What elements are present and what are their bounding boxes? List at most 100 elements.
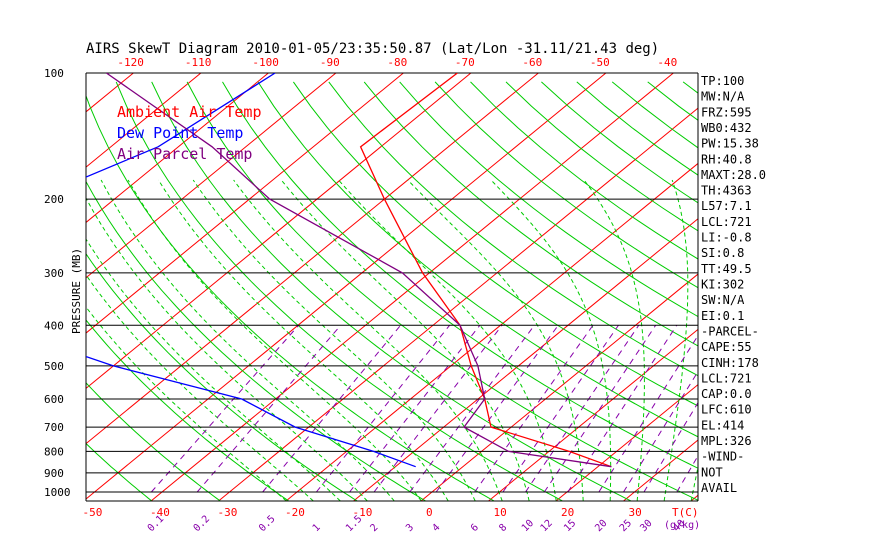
legend: Ambient Air Temp Dew Point Temp Air Parcel… xyxy=(117,103,262,163)
mixing-ratio-tick-label: 3 xyxy=(404,522,416,534)
mixing-ratio-tick-label: 12 xyxy=(539,518,555,534)
y-axis-label: PRESSURE (MB) xyxy=(70,248,83,334)
moist-adiabat-line xyxy=(407,179,584,501)
index-label: MPL:326 xyxy=(701,434,752,448)
mixing-ratio-line xyxy=(349,324,481,493)
moist-adiabat-line xyxy=(86,197,368,501)
top-temp-tick-label: -100 xyxy=(252,56,279,69)
index-label: L57:7.1 xyxy=(701,199,752,213)
isotherm-line xyxy=(759,64,870,501)
mixing-ratio-line xyxy=(543,324,657,493)
index-label: LCL:721 xyxy=(701,215,752,229)
index-label: AVAIL xyxy=(701,481,737,495)
index-label: PW:15.38 xyxy=(701,137,759,151)
dry-adiabat-line xyxy=(647,81,698,121)
bottom-temp-tick-label: -50 xyxy=(83,506,103,519)
dry-adiabat-line xyxy=(151,81,632,501)
moist-adiabat-line xyxy=(280,179,530,501)
chart-title: AIRS SkewT Diagram 2010-01-05/23:35:50.8… xyxy=(86,41,659,57)
isotherm-line xyxy=(420,273,698,501)
dry-adiabat-line xyxy=(363,81,698,347)
index-label: KI:302 xyxy=(701,278,744,292)
bottom-temp-tick-label: -40 xyxy=(150,506,170,519)
bottom-temp-tick-label: 0 xyxy=(426,506,433,519)
top-temp-tick-label: -120 xyxy=(117,56,144,69)
pressure-tick-label: 1000 xyxy=(44,486,71,499)
bottom-unit-label: T(C) xyxy=(672,506,699,519)
dry-adiabat-line xyxy=(328,81,698,377)
dry-adiabat-line xyxy=(86,252,358,501)
mixing-ratio-line xyxy=(474,324,594,493)
index-label: CAPE:55 xyxy=(701,340,752,354)
dry-adiabat-line xyxy=(186,81,698,501)
dry-adiabat-line xyxy=(860,82,870,501)
top-temp-tick-label: -80 xyxy=(387,56,407,69)
index-label: MAXT:28.0 xyxy=(701,168,766,182)
pressure-tick-label: 300 xyxy=(44,267,64,280)
pressure-tick-label: 600 xyxy=(44,393,64,406)
dry-adiabat-line xyxy=(86,180,426,501)
isobars xyxy=(85,72,699,502)
isotherm-line xyxy=(0,64,77,501)
mixing-ratio-line xyxy=(409,324,535,493)
bottom-temp-tick-label: -30 xyxy=(218,506,238,519)
mixing-ratio-line xyxy=(150,324,300,493)
dry-adiabat-line xyxy=(86,382,221,501)
mixing-ratio-tick-label: 30 xyxy=(638,518,654,534)
legend-entry: Dew Point Temp xyxy=(117,124,243,142)
moist-adiabat-line xyxy=(338,179,557,501)
top-temp-tick-label: -50 xyxy=(590,56,610,69)
dry-adiabat-line xyxy=(115,81,563,501)
index-label: RH:40.8 xyxy=(701,152,752,166)
mixing-ratio-tick-label: 6 xyxy=(469,522,481,534)
dry-adiabat-line xyxy=(754,82,870,501)
dry-adiabat-line xyxy=(789,82,870,501)
mixing-ratio-line xyxy=(502,324,619,493)
mixing-ratio-tick-label: 20 xyxy=(593,518,609,534)
mixing-ratio-line xyxy=(435,324,559,493)
bottom-temp-tick-label: 20 xyxy=(561,506,574,519)
index-label: EL:414 xyxy=(701,418,744,432)
isotherm-line xyxy=(86,73,405,334)
index-label: EI:0.1 xyxy=(701,309,744,323)
isotherm-line xyxy=(86,73,472,389)
index-label: TT:49.5 xyxy=(701,262,752,276)
isotherm-line xyxy=(218,107,698,501)
top-temp-tick-label: -110 xyxy=(185,56,212,69)
dry-adiabat-line xyxy=(292,81,698,407)
isotherm-line xyxy=(826,64,870,501)
index-label: -WIND- xyxy=(701,450,744,464)
mixing-ratio-tick-label: 25 xyxy=(618,518,634,534)
mixing-ratio-tick-label: 0.2 xyxy=(192,514,213,535)
series-line-air-parcel-temp xyxy=(106,73,612,468)
dry-adiabat-line xyxy=(825,82,870,501)
series-line-ambient-air-temp xyxy=(359,73,612,468)
dry-adiabat-line xyxy=(399,81,698,318)
pressure-tick-label: 800 xyxy=(44,445,64,458)
bottom-temp-tick-label: 10 xyxy=(494,506,507,519)
moist-adiabat-line xyxy=(192,179,476,501)
index-label: TH:4363 xyxy=(701,184,752,198)
mixing-ratio-line xyxy=(315,324,450,493)
mixing-ratio-tick-label: 8 xyxy=(497,522,509,534)
moist-adiabat-line xyxy=(490,179,612,501)
mixing-ratio-tick-label: 15 xyxy=(562,518,578,534)
isotherm-line xyxy=(86,73,540,445)
index-label: WB0:432 xyxy=(701,121,752,135)
pressure-tick-label: 500 xyxy=(44,360,64,373)
pressure-tick-label: 400 xyxy=(44,319,64,332)
index-label: SI:0.8 xyxy=(701,246,744,260)
top-temp-tick-label: -40 xyxy=(657,56,677,69)
moist-adiabat-line xyxy=(233,179,503,501)
mixing-ratio-line xyxy=(262,324,402,493)
index-label: FRZ:595 xyxy=(701,105,752,119)
index-label: MW:N/A xyxy=(701,90,745,104)
index-label: LFC:610 xyxy=(701,403,752,417)
dry-adiabat-line xyxy=(86,442,153,501)
index-label: NOT xyxy=(701,465,723,479)
mixing-ratio-line xyxy=(567,324,678,493)
mixing-ratio-line xyxy=(373,324,503,493)
profile-series xyxy=(86,73,612,468)
